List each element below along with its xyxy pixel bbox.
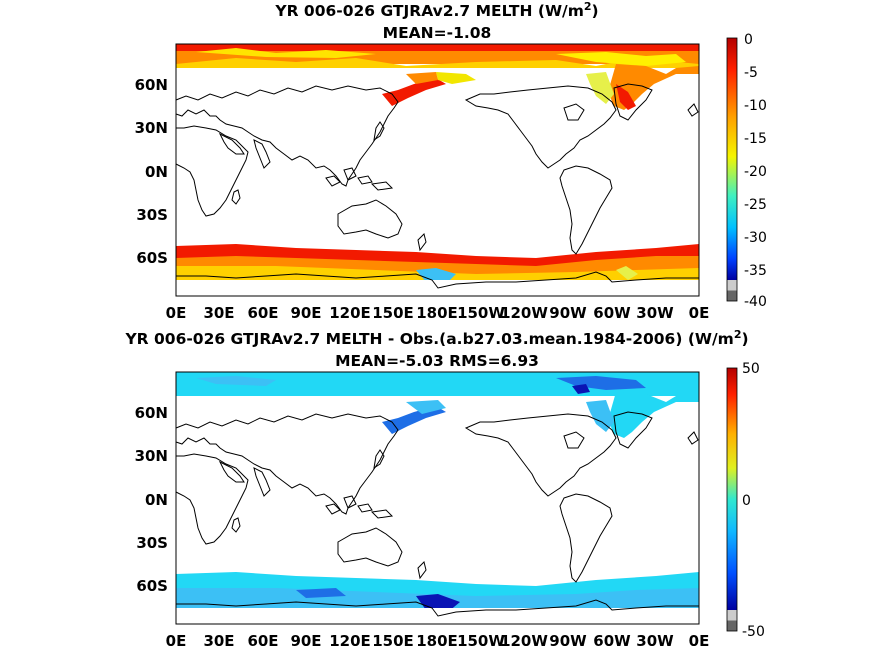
lon-tick: 150W [457, 304, 505, 322]
lon-tick: 0E [689, 304, 710, 322]
colorbar-tick: -30 [744, 230, 767, 246]
lat-tick: 60S [136, 249, 168, 267]
lon-tick: 30W [636, 304, 674, 322]
colorbar-tick: -35 [744, 263, 767, 279]
lat-tick: 60S [136, 577, 168, 595]
colorbar-tick: -20 [744, 164, 767, 180]
arctic-field [176, 44, 699, 110]
panel-1-title: YR 006-026 GTJRAv2.7 MELTH (W/m2) [274, 0, 598, 20]
map-frame [175, 43, 700, 297]
lat-tick: 0N [145, 163, 168, 181]
panel-1-lon-axis: 0E 30E 60E 90E 120E 150E 180E 150W 120W … [166, 304, 710, 322]
colorbar-tick: -15 [744, 131, 767, 147]
lon-tick: 0E [166, 304, 187, 322]
lon-tick: 180E [416, 632, 458, 650]
lon-tick: 180E [416, 304, 458, 322]
colorbar-tick: -50 [742, 624, 765, 640]
lon-tick: 90W [549, 632, 587, 650]
lon-tick: 90E [290, 632, 321, 650]
map-frame [175, 371, 700, 625]
lon-tick: 30W [636, 632, 674, 650]
lon-tick: 150E [372, 304, 414, 322]
lon-tick: 60W [593, 632, 631, 650]
lon-tick: 30E [203, 632, 234, 650]
antarctic-field [176, 244, 699, 296]
panel-2: YR 006-026 GTJRAv2.7 MELTH - Obs.(a.b27.… [124, 328, 764, 650]
colorbar-tick: -40 [744, 294, 767, 310]
lon-tick: 0E [689, 632, 710, 650]
panel-2-stats: MEAN=-5.03 RMS=6.93 [335, 352, 539, 370]
arctic-field [176, 372, 699, 438]
panel-2-lat-axis: 60N 30N 0N 30S 60S [135, 404, 168, 595]
lon-tick: 120E [329, 632, 371, 650]
antarctic-field [176, 572, 699, 624]
panel-1-colorbar: 0 -5 -10 -15 -20 -25 -30 -35 -40 [726, 32, 767, 310]
lat-tick: 30N [135, 119, 168, 137]
lon-tick: 60W [593, 304, 631, 322]
colorbar-tick: 0 [742, 493, 751, 509]
lat-tick: 60N [135, 404, 168, 422]
panel-1: YR 006-026 GTJRAv2.7 MELTH (W/m2) MEAN=-… [135, 0, 767, 322]
lat-tick: 60N [135, 76, 168, 94]
panel-1-lat-axis: 60N 30N 0N 30S 60S [135, 76, 168, 267]
panel-2-lon-axis: 0E 30E 60E 90E 120E 150E 180E 150W 120W … [166, 632, 710, 650]
panel-2-colorbar: 50 0 -50 [726, 361, 765, 640]
lon-tick: 60E [247, 632, 278, 650]
lon-tick: 90W [549, 304, 587, 322]
lat-tick: 30N [135, 447, 168, 465]
lon-tick: 90E [290, 304, 321, 322]
lon-tick: 120W [500, 304, 548, 322]
lat-tick: 30S [136, 206, 168, 224]
lon-tick: 150E [372, 632, 414, 650]
lon-tick: 120E [329, 304, 371, 322]
colorbar-tick: -5 [744, 65, 758, 81]
colorbar-tick: 0 [744, 32, 753, 48]
lon-tick: 0E [166, 632, 187, 650]
panel-1-mean: MEAN=-1.08 [383, 24, 492, 42]
lon-tick: 150W [457, 632, 505, 650]
lon-tick: 60E [247, 304, 278, 322]
lon-tick: 30E [203, 304, 234, 322]
panel-2-map [175, 371, 700, 625]
panel-1-map [175, 43, 700, 297]
colorbar-tick: 50 [742, 361, 760, 377]
panel-2-title: YR 006-026 GTJRAv2.7 MELTH - Obs.(a.b27.… [124, 328, 748, 348]
lon-tick: 120W [500, 632, 548, 650]
lat-tick: 30S [136, 534, 168, 552]
colorbar-tick: -10 [744, 98, 767, 114]
colorbar-tick: -25 [744, 197, 767, 213]
lat-tick: 0N [145, 491, 168, 509]
